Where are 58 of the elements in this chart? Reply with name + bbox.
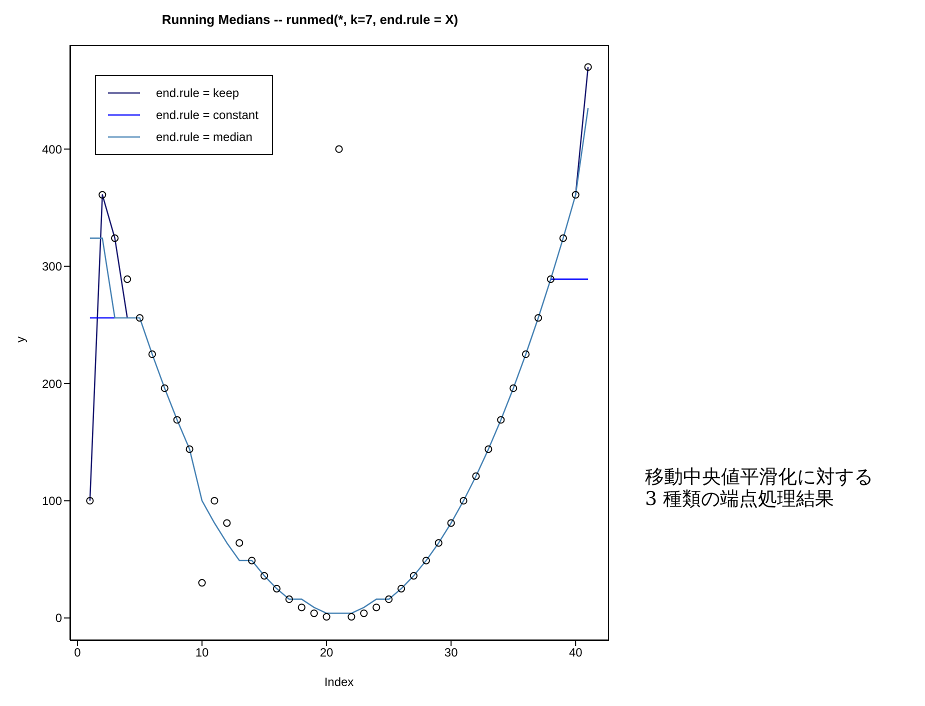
legend-label: end.rule = constant [156,108,258,122]
point [385,595,393,604]
point [422,556,430,564]
point [111,234,119,242]
y-tick-label: 200 [42,376,62,391]
y-tick-label: 400 [42,142,62,156]
point [148,350,156,358]
point [434,539,442,547]
point [522,350,530,358]
point [248,556,256,564]
x-axis-title: Index [324,675,354,689]
point [584,63,592,71]
point [348,612,356,621]
point [123,275,132,283]
point [484,445,492,453]
point [322,612,330,621]
point [447,519,455,527]
point [460,496,468,505]
legend-label: end.rule = median [156,130,252,144]
point [198,578,206,587]
x-tick-label: 40 [568,646,583,660]
point [210,496,218,505]
point [272,584,281,592]
point [98,191,106,199]
point [472,472,480,480]
point [310,609,318,618]
point [173,416,181,424]
point [510,384,518,392]
y-axis-title: y [13,336,28,342]
y-tick-label: 0 [55,611,62,626]
chart-title: Running Medians -- runmed(*, k=7, end.rule = X) [160,12,460,27]
point [497,416,505,424]
point [559,234,567,242]
point [160,384,168,392]
point [236,539,244,547]
point [335,145,343,153]
point [372,604,380,612]
point [572,191,580,199]
point [285,595,293,604]
point [298,604,306,612]
point [410,572,418,580]
point [136,314,144,322]
y-tick-label: 300 [42,260,62,274]
point [86,496,94,505]
point [546,275,555,283]
x-tick-label: 30 [444,646,458,660]
point [260,572,268,580]
y-tick-label: 100 [42,494,62,508]
legend-label: end.rule = keep [156,86,240,100]
x-tick-label: 20 [320,646,334,660]
point [534,314,542,322]
point [360,609,368,618]
point [397,584,406,592]
x-tick-label: 0 [74,646,82,660]
text: 移動中央値平滑化に対する 3 種類の端点処理結果 [645,466,873,510]
point [186,445,194,453]
x-tick-label: 10 [195,646,210,660]
point [223,519,231,527]
